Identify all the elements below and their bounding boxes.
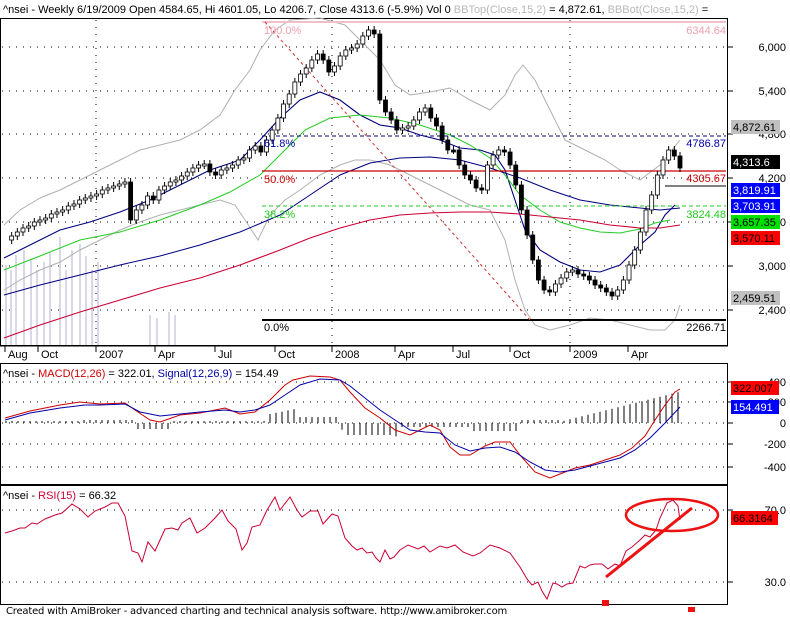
signal-value-tag <box>731 400 779 414</box>
svg-text:3,570.11: 3,570.11 <box>733 233 775 245</box>
rsi-line <box>4 495 681 601</box>
svg-text:3,819.91: 3,819.91 <box>733 185 776 197</box>
fib-382-label: 38.2% <box>264 209 295 221</box>
rsi-pane-title: ^nsei - RSI(15) = 66.32 <box>3 490 116 502</box>
ma-mid-green <box>3 114 671 271</box>
svg-text:-400: -400 <box>764 462 786 474</box>
svg-text:Aug: Aug <box>8 349 28 361</box>
rsi-pane-frame <box>0 485 728 605</box>
svg-text:4,313.6: 4,313.6 <box>733 157 770 169</box>
macd-line <box>4 375 681 479</box>
svg-text:2008: 2008 <box>335 349 359 361</box>
svg-text:2007: 2007 <box>99 349 123 361</box>
footer-credit: Created with AmiBroker - advanced charti… <box>6 606 508 617</box>
fib-382-value: 3824.48 <box>686 209 726 221</box>
svg-text:Apr: Apr <box>631 349 648 361</box>
ma-long-blue <box>3 156 681 296</box>
svg-text:66.3164: 66.3164 <box>733 513 773 525</box>
rsi-value-tag <box>731 511 778 525</box>
macd-value-tag <box>731 381 779 395</box>
fib-618-value: 4786.87 <box>686 138 726 150</box>
svg-text:3,000: 3,000 <box>758 261 786 273</box>
ma-short-blue <box>3 91 676 273</box>
signal-line <box>4 378 681 473</box>
price-pane-frame <box>0 18 728 346</box>
fib-100-label: 100.0% <box>264 25 302 37</box>
svg-text:2009: 2009 <box>573 349 597 361</box>
svg-text:-200: -200 <box>764 439 786 451</box>
svg-text:322.007: 322.007 <box>733 383 773 395</box>
svg-text:3,657.35: 3,657.35 <box>733 217 776 229</box>
price-y-ticks <box>728 46 733 311</box>
price-value-tags: 4,872.61 4,313.6 3,819.91 3,703.91 3,657.35 3… <box>731 120 780 305</box>
macd-pane-frame <box>0 363 728 485</box>
fib-50-value: 4305.67 <box>686 173 726 185</box>
svg-text:Oct: Oct <box>278 349 295 361</box>
ma-long-red <box>3 211 681 339</box>
fib-618-label: 61.8% <box>264 138 295 150</box>
signal-marker <box>688 607 695 612</box>
svg-text:2,459.51: 2,459.51 <box>733 293 776 305</box>
svg-text:30.0: 30.0 <box>765 577 786 589</box>
svg-text:4,200: 4,200 <box>758 173 786 185</box>
svg-text:0: 0 <box>780 418 786 430</box>
fib-50-label: 50.0% <box>264 174 295 186</box>
svg-text:5,400: 5,400 <box>758 86 786 98</box>
svg-text:Oct: Oct <box>513 349 530 361</box>
svg-text:3,703.91: 3,703.91 <box>733 201 776 213</box>
fib-0-label: 0.0% <box>264 322 289 334</box>
date-x-axis: Aug Oct 2007 Apr Jul Oct 2008 Apr Jul Oct 2009 Apr <box>4 346 648 361</box>
volume-bars <box>5 237 176 345</box>
svg-text:Oct: Oct <box>41 349 58 361</box>
svg-text:Jul: Jul <box>456 349 470 361</box>
rsi-trendline-annotation <box>605 506 693 579</box>
rsi-gridlines <box>2 509 726 583</box>
svg-text:2,400: 2,400 <box>758 305 786 317</box>
bollinger-bands <box>3 17 681 331</box>
signal-marker <box>602 600 609 606</box>
svg-text:154.491: 154.491 <box>733 402 773 414</box>
macd-pane-title: ^nsei - MACD(12,26) = 322.01, Signal(12,… <box>3 368 278 380</box>
svg-text:4,872.61: 4,872.61 <box>733 122 776 134</box>
price-y-axis: 6,000 5,400 4,800 4,200 3,600 3,000 2,40… <box>758 42 786 317</box>
svg-text:Apr: Apr <box>398 349 415 361</box>
macd-gridlines <box>2 381 726 468</box>
fib-trend-line <box>264 21 531 321</box>
fib-0-value: 2266.71 <box>686 322 726 334</box>
fib-100-value: 6344.64 <box>686 25 726 37</box>
svg-text:Jul: Jul <box>218 349 232 361</box>
rsi-circle-annotation <box>624 497 720 533</box>
candlesticks <box>9 26 683 300</box>
svg-text:6,000: 6,000 <box>758 42 786 54</box>
svg-text:Apr: Apr <box>158 349 175 361</box>
price-pane-title: ^nsei - Weekly 6/19/2009 Open 4584.65, H… <box>3 4 708 16</box>
macd-histogram <box>5 392 679 437</box>
